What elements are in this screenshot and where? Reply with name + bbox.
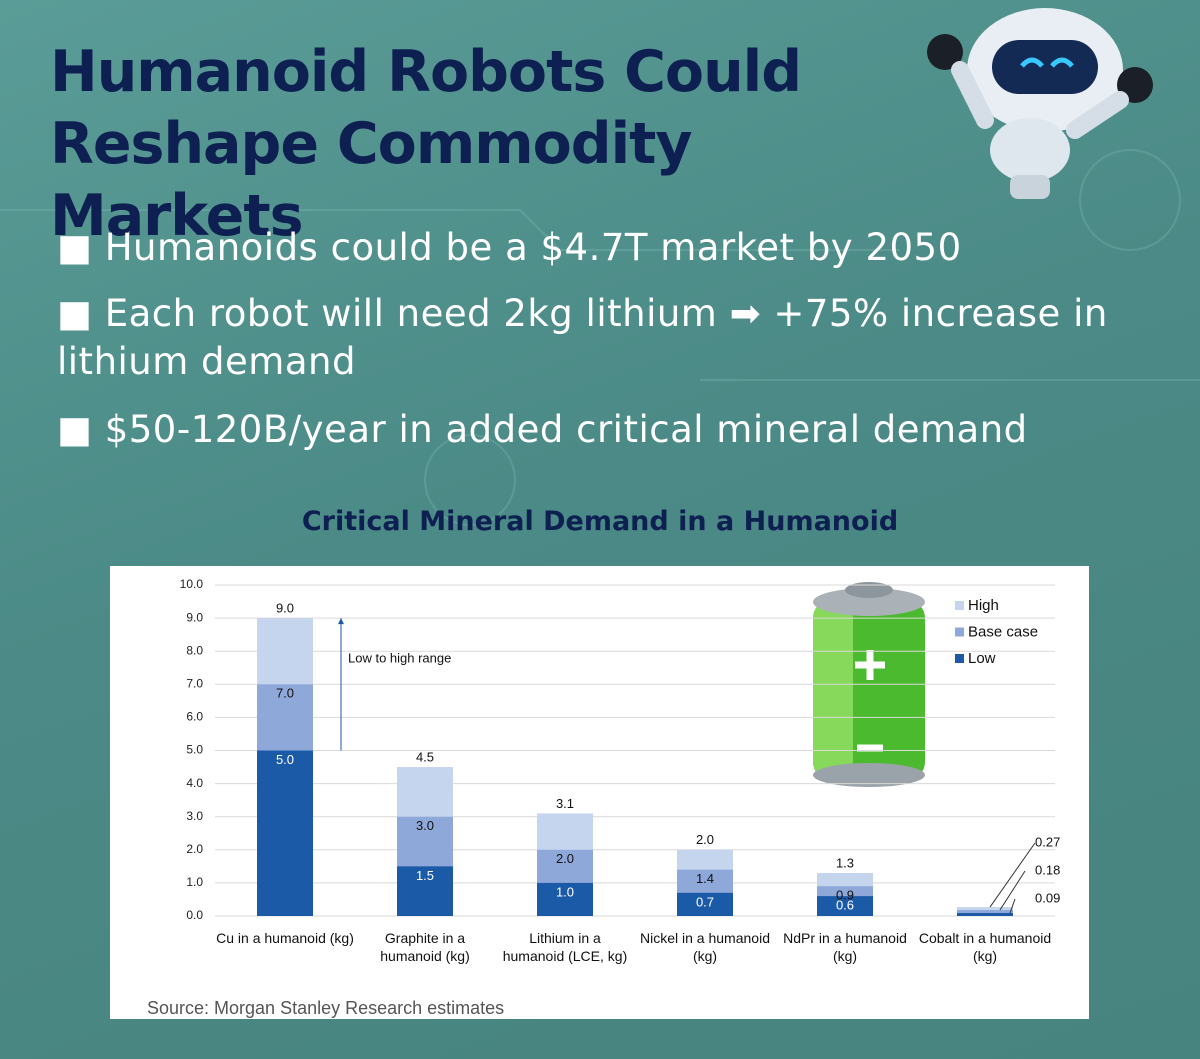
value-label: 7.0 [276,686,294,701]
y-tick-label: 5.0 [186,743,203,757]
bar [537,882,593,916]
annotation: Low to high range [348,650,451,665]
bar [677,892,733,916]
legend-label: Base case [968,623,1038,640]
y-tick-label: 2.0 [186,842,203,856]
legend-swatch [955,601,964,610]
value-label: 0.09 [1035,890,1060,905]
value-label: 0.9 [836,888,854,903]
value-label: 0.7 [696,894,714,909]
y-tick-label: 4.0 [186,776,203,790]
x-tick-label: Cobalt in a humanoid (kg) [918,930,1052,964]
x-tick-label: Nickel in a humanoid (kg) [640,930,770,964]
battery-illustration [813,582,925,787]
x-tick-label: NdPr in a humanoid (kg) [783,930,907,964]
value-label: 3.0 [416,818,434,833]
x-tick-label: Graphite in a humanoid (kg) [380,930,470,964]
value-label: 3.1 [556,796,574,811]
source: Source: Morgan Stanley Research estimate… [147,998,505,1018]
value-label: 1.0 [556,884,574,899]
legend-label: Low [968,650,996,667]
leader-line [989,842,1036,908]
legend-label: High [968,597,999,614]
value-label: 5.0 [276,752,294,767]
y-tick-label: 0.0 [186,908,203,922]
value-label: 1.5 [416,868,434,883]
title: Humanoid Robots Could Reshape Commodity … [50,39,802,249]
robot-illustration [927,8,1153,199]
value-label: 9.0 [276,601,294,616]
value-label: 0.27 [1035,834,1060,849]
bar [397,866,453,916]
y-tick-label: 10.0 [180,577,204,591]
value-label: 4.5 [416,749,434,764]
value-label: 2.0 [696,832,714,847]
x-tick-label: Cu in a humanoid (kg) [216,930,354,946]
y-tick-label: 7.0 [186,676,203,690]
x-tick-label: Lithium in a humanoid (LCE, kg) [502,930,628,964]
legend-swatch [955,627,964,637]
value-label: 2.0 [556,851,574,866]
y-tick-label: 9.0 [186,610,203,624]
y-tick-label: 8.0 [186,643,203,657]
bullet: ■ Each robot will need 2kg lithium ➡ +75… [57,292,1108,383]
legend-swatch [955,654,964,663]
background-circuits [0,149,1200,526]
bar [817,896,873,916]
bar [957,913,1013,916]
leader-line [1009,898,1016,914]
bullet: ■ $50-120B/year in added critical minera… [57,408,1028,451]
value-label: 0.6 [836,898,854,913]
value-label: 1.3 [836,855,854,870]
y-tick-label: 6.0 [186,710,203,724]
chart-title: Critical Mineral Demand in a Humanoid [301,506,899,537]
value-label: 1.4 [696,871,714,886]
arrow-head [338,618,344,625]
bar [257,750,313,916]
leader-line [999,870,1026,911]
bullet: ■ Humanoids could be a $4.7T market by 2… [57,226,962,269]
y-tick-label: 3.0 [186,809,203,823]
y-tick-label: 1.0 [186,875,203,889]
value-label: 0.18 [1035,862,1060,877]
